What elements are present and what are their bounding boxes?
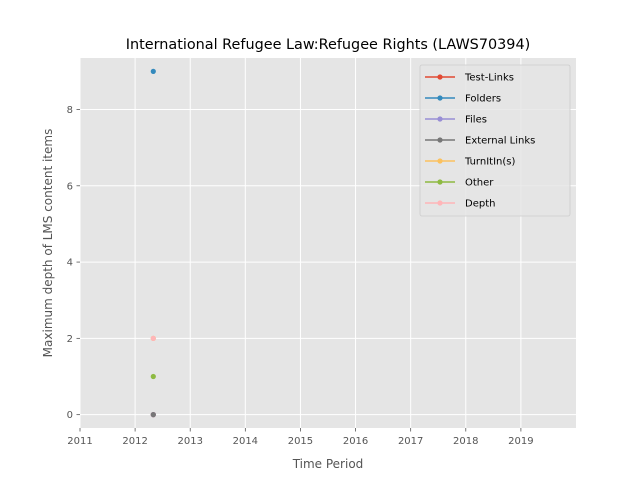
y-tick-label: 4 [67,258,73,269]
y-tick-label: 8 [67,105,73,116]
chart-title: International Refugee Law:Refugee Rights… [126,37,530,53]
legend: Test-Links Folders Files External Links Turn… [419,64,571,217]
x-tick-label: 2015 [288,436,313,447]
legend-label-other: Other [465,178,494,189]
x-tick-label: 2014 [233,436,258,447]
legend-label-test-links: Test-Links [464,73,514,84]
legend-label-folders: Folders [465,94,501,105]
axis-ticks: 2011 2012 2013 2014 2015 2016 2017 2018 2019 0 2 4 6… [67,105,534,447]
x-tick-label: 2013 [177,436,202,447]
legend-label-turnitin-s: TurnItIn(s) [464,157,515,168]
legend-label-depth: Depth [465,199,495,210]
x-tick-label: 2018 [453,436,478,447]
data-point-folders [150,68,156,74]
data-point-depth [150,335,156,341]
x-tick-label: 2019 [508,436,533,447]
legend-box [419,64,571,217]
y-tick-label: 2 [67,334,73,345]
legend-marker-files [437,116,443,122]
legend-marker-test-links [437,74,443,80]
legend-marker-other [437,179,443,185]
x-tick-label: 2016 [343,436,368,447]
data-point-external-links [150,412,156,418]
x-axis-label: Time Period [292,457,364,471]
y-tick-label: 0 [67,410,73,421]
legend-label-files: Files [465,115,487,126]
data-marks [150,68,156,418]
y-axis-label: Maximum depth of LMS content items [41,129,55,358]
x-tick-label: 2017 [398,436,423,447]
legend-label-external-links: External Links [465,136,535,147]
data-point-other [150,373,156,380]
x-tick-label: 2011 [67,436,92,447]
x-tick-label: 2012 [122,436,147,447]
legend-marker-folders [437,95,443,101]
legend-marker-external-links [437,137,443,143]
legend-marker-depth [437,200,443,206]
legend-marker-turnitin-s [437,158,443,164]
y-tick-label: 6 [67,181,73,192]
